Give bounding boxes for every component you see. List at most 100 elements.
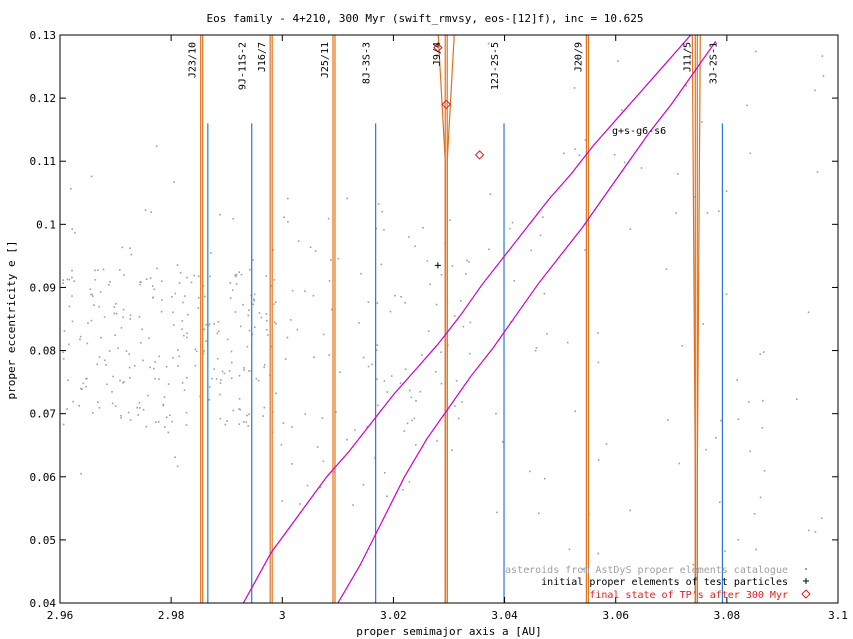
asteroid-dot: [115, 303, 117, 305]
asteroid-dot: [114, 405, 117, 407]
asteroid-dot: [144, 209, 147, 211]
asteroid-dot: [263, 364, 266, 366]
asteroid-dot: [736, 379, 738, 381]
asteroid-dot: [287, 221, 289, 223]
asteroid-dot: [71, 228, 73, 230]
y-tick-label: 0.04: [30, 597, 57, 610]
asteroid-dot: [120, 327, 123, 329]
asteroid-dot: [263, 366, 265, 369]
asteroid-dot: [759, 496, 762, 499]
asteroid-dot: [371, 363, 373, 366]
asteroid-dot: [386, 391, 389, 393]
asteroid-dot: [62, 279, 64, 281]
asteroid-dot: [163, 396, 166, 398]
asteroid-dot: [223, 372, 226, 375]
asteroid-dot: [79, 387, 82, 390]
asteroid-dot: [440, 382, 443, 385]
secular-resonance-label: g+s-g6-s6: [612, 126, 666, 137]
asteroid-dot: [273, 303, 275, 305]
asteroid-dot: [366, 426, 369, 428]
asteroid-dot: [573, 87, 576, 89]
legend-label: initial proper elements of test particle…: [541, 577, 788, 588]
asteroid-dot: [822, 75, 825, 77]
asteroid-dot: [122, 382, 124, 384]
asteroid-dot: [252, 303, 255, 306]
asteroid-dot: [410, 396, 413, 399]
asteroid-dot: [263, 406, 266, 409]
asteroid-dot: [360, 272, 362, 275]
asteroid-dot: [426, 260, 429, 262]
asteroid-dot: [419, 390, 422, 393]
asteroid-dot: [103, 316, 106, 318]
initial-particle-marker: [434, 262, 441, 269]
asteroid-dot: [702, 323, 704, 325]
asteroid-dot: [613, 153, 616, 156]
asteroid-dot: [706, 212, 709, 214]
asteroid-dot: [129, 318, 131, 320]
asteroid-dot: [194, 348, 197, 351]
asteroid-dot: [178, 282, 181, 284]
asteroid-dot: [138, 316, 141, 318]
asteroid-dot: [238, 398, 241, 400]
asteroid-dot: [230, 377, 233, 379]
asteroid-dot: [74, 231, 76, 234]
asteroid-dot: [346, 438, 348, 441]
asteroid-dot: [86, 377, 88, 380]
asteroid-dot: [566, 341, 569, 344]
asteroid-dot: [358, 322, 360, 324]
asteroid-dot: [748, 401, 750, 403]
asteroid-dot: [362, 484, 365, 486]
asteroid-dot: [247, 314, 250, 317]
asteroid-dot: [354, 429, 356, 431]
y-tick-label: 0.08: [30, 345, 57, 358]
asteroid-dot: [677, 173, 679, 175]
asteroid-dot: [96, 363, 98, 366]
asteroid-dot: [182, 301, 184, 304]
asteroid-dot: [100, 336, 102, 339]
asteroid-dot: [763, 351, 765, 353]
asteroid-dot: [640, 167, 643, 169]
asteroid-dot: [150, 211, 152, 213]
asteroid-dot: [80, 472, 82, 475]
asteroid-dot: [377, 404, 379, 407]
asteroid-dot: [234, 311, 237, 313]
asteroid-dot: [232, 409, 235, 412]
asteroid-dot: [339, 371, 341, 373]
asteroid-dot: [496, 511, 498, 514]
asteroid-dot: [172, 311, 174, 314]
asteroid-dot: [93, 304, 95, 306]
asteroid-dot: [251, 333, 254, 336]
asteroid-dot: [181, 382, 184, 384]
asteroid-dot: [123, 274, 125, 276]
asteroid-dot: [746, 104, 748, 107]
asteroid-dot: [177, 365, 179, 367]
asteroid-dot: [755, 50, 757, 53]
asteroid-dot: [208, 323, 211, 325]
asteroid-dot: [286, 336, 289, 339]
asteroid-dot: [665, 268, 668, 270]
asteroid-dot: [629, 228, 632, 230]
asteroid-dot: [179, 272, 182, 274]
asteroid-dot: [314, 250, 317, 252]
y-tick-label: 0.05: [30, 534, 57, 547]
asteroid-dot: [184, 295, 186, 297]
asteroid-dot: [94, 279, 97, 281]
asteroid-dot: [255, 377, 258, 380]
asteroid-dot: [719, 501, 721, 504]
asteroid-dot: [219, 417, 222, 420]
asteroid-dot: [250, 294, 252, 297]
asteroid-dot: [460, 300, 462, 302]
asteroid-dot: [457, 417, 460, 420]
asteroid-dot: [176, 264, 179, 266]
asteroid-dot: [85, 385, 87, 388]
asteroid-dot: [79, 338, 81, 341]
resonance-label: 9J-11S-2: [238, 42, 249, 90]
asteroid-dot: [89, 288, 92, 290]
asteroid-dot: [284, 358, 287, 360]
asteroid-dot: [215, 378, 218, 380]
final-state-marker: [441, 99, 451, 110]
asteroid-dot: [404, 302, 406, 304]
asteroid-dot: [63, 330, 66, 332]
asteroid-dot: [297, 240, 300, 242]
asteroid-dot: [62, 351, 64, 354]
